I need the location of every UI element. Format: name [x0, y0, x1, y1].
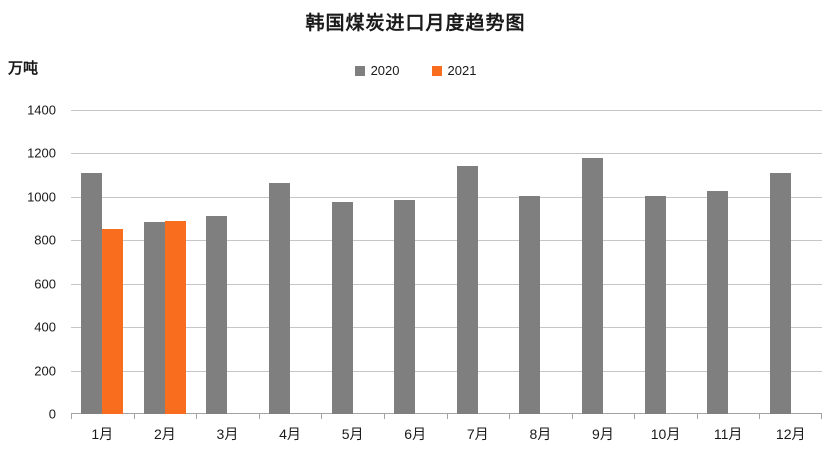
y-tick-label-1000: 1000 — [27, 189, 56, 205]
y-tick-label-1400: 1400 — [27, 102, 56, 118]
x-axis-tick — [258, 414, 260, 419]
x-tick-label-4月: 4月 — [279, 426, 301, 442]
x-tick-label-6月: 6月 — [404, 426, 427, 442]
x-axis-tick — [383, 414, 385, 419]
y-tick-label-200: 200 — [34, 363, 56, 379]
gridline-1000 — [71, 196, 822, 198]
x-tick-label-5月: 5月 — [341, 426, 364, 442]
legend-label-2020: 2020 — [370, 63, 400, 78]
bar-2020-7月 — [456, 166, 478, 414]
gridline-200 — [71, 370, 822, 372]
x-axis-tick — [509, 414, 511, 419]
y-tick-label-800: 800 — [34, 232, 56, 248]
gridline-800 — [71, 240, 822, 242]
x-axis-labels: 1月 2月 3月 4月 5月 6月 7月 8月 9月 10月 11月 12月 — [71, 424, 822, 444]
legend-item-2021: 2021 — [431, 63, 477, 78]
x-tick-label-3月: 3月 — [216, 426, 239, 442]
x-tick-label-12月: 12月 — [775, 426, 806, 442]
bar-2021-1月 — [102, 229, 124, 414]
bar-2020-5月 — [331, 202, 353, 414]
bar-2020-11月 — [707, 191, 729, 414]
y-tick-label-600: 600 — [34, 276, 56, 292]
y-tick-label-400: 400 — [34, 319, 56, 335]
x-tick-label-9月: 9月 — [592, 426, 614, 442]
bar-2020-12月 — [769, 172, 791, 414]
legend-swatch-2020 — [354, 65, 365, 76]
x-axis-line — [71, 413, 822, 414]
x-tick-label-7月: 7月 — [466, 426, 489, 442]
legend-item-2020: 2020 — [354, 63, 400, 78]
bar-2020-4月 — [269, 182, 291, 414]
x-axis-tick — [71, 414, 72, 419]
gridline-1200 — [71, 153, 822, 155]
x-tick-label-2月: 2月 — [153, 426, 176, 442]
x-axis-tick — [133, 414, 135, 419]
chart-title: 韩国煤炭进口月度趋势图 — [305, 13, 526, 34]
bar-2020-3月 — [206, 216, 228, 414]
bar-2020-10月 — [644, 195, 666, 414]
y-tick-label-1200: 1200 — [27, 145, 56, 161]
legend-swatch-2021 — [431, 65, 442, 76]
plot-area — [71, 110, 822, 419]
bar-2020-6月 — [394, 200, 416, 414]
gridline-400 — [71, 327, 822, 329]
x-axis-ticks — [71, 414, 822, 419]
x-tick-label-1月: 1月 — [91, 426, 114, 442]
x-axis-tick — [446, 414, 448, 419]
gridline-600 — [71, 283, 822, 285]
legend: 2020 2021 — [0, 63, 831, 78]
y-axis-unit-label: 万吨 — [8, 60, 39, 77]
x-axis-tick — [321, 414, 323, 419]
y-tick-label-0: 0 — [48, 406, 56, 422]
bar-2020-2月 — [143, 221, 165, 414]
bar-2020-1月 — [81, 172, 103, 414]
x-axis-tick — [821, 414, 822, 419]
bar-2021-2月 — [164, 220, 186, 414]
x-tick-label-8月: 8月 — [529, 426, 552, 442]
x-tick-label-10月: 10月 — [650, 426, 681, 442]
x-axis-tick — [571, 414, 573, 419]
bar-2020-9月 — [581, 157, 603, 414]
x-axis-tick — [634, 414, 636, 419]
gridline-1400 — [71, 110, 822, 111]
y-axis-labels: 0 200 400 600 800 1000 1200 1400 — [0, 103, 56, 422]
x-axis-tick — [696, 414, 698, 419]
legend-label-2021: 2021 — [447, 63, 477, 78]
x-axis-tick — [196, 414, 198, 419]
x-tick-label-11月: 11月 — [713, 426, 743, 442]
x-axis-tick — [759, 414, 761, 419]
bar-2020-8月 — [519, 195, 541, 414]
